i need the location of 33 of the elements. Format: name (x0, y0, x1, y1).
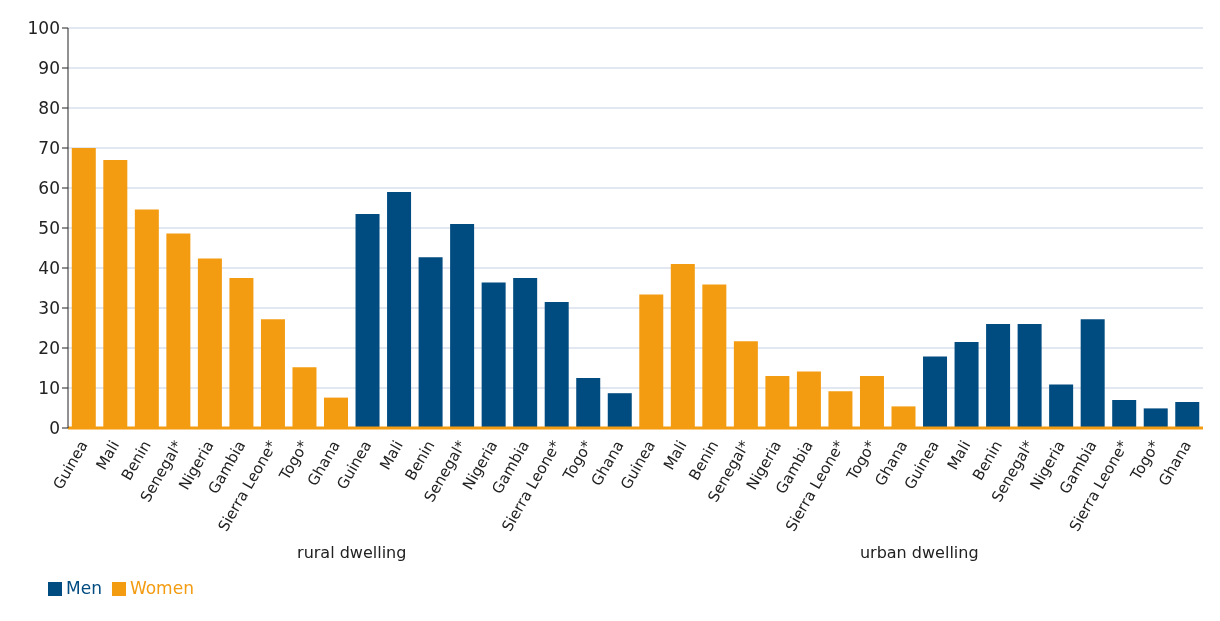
bar (1112, 400, 1137, 428)
y-tick-label: 40 (38, 258, 60, 279)
y-tick-label: 0 (49, 418, 60, 439)
legend-label: Men (66, 578, 102, 598)
bar (481, 282, 506, 428)
y-tick-label: 20 (38, 338, 60, 359)
bar (1017, 324, 1042, 428)
bar (576, 378, 601, 428)
legend-label: Women (129, 578, 194, 598)
bar (607, 393, 632, 428)
text: rural dwelling (296, 543, 408, 562)
y-tick-label: 80 (38, 98, 60, 119)
bar (450, 224, 475, 428)
text: urban dwelling (858, 543, 980, 562)
y-tick-label: 30 (38, 298, 60, 319)
y-tick-label: 50 (38, 218, 60, 239)
y-tick-label: 90 (38, 58, 60, 79)
bar (355, 214, 380, 428)
y-tick-label: 70 (38, 138, 60, 159)
bar (1143, 408, 1168, 428)
bar (1080, 319, 1105, 428)
y-tick-label: 60 (38, 178, 60, 199)
y-tick-label: 100 (27, 18, 60, 39)
bar (418, 257, 443, 428)
bar (387, 192, 412, 428)
bar (986, 324, 1011, 428)
y-tick-label: 10 (38, 378, 60, 399)
bar (954, 342, 979, 428)
bar (923, 356, 948, 428)
bar (513, 278, 538, 428)
bar (544, 302, 569, 428)
bar (1175, 402, 1200, 428)
bar (1049, 384, 1074, 428)
